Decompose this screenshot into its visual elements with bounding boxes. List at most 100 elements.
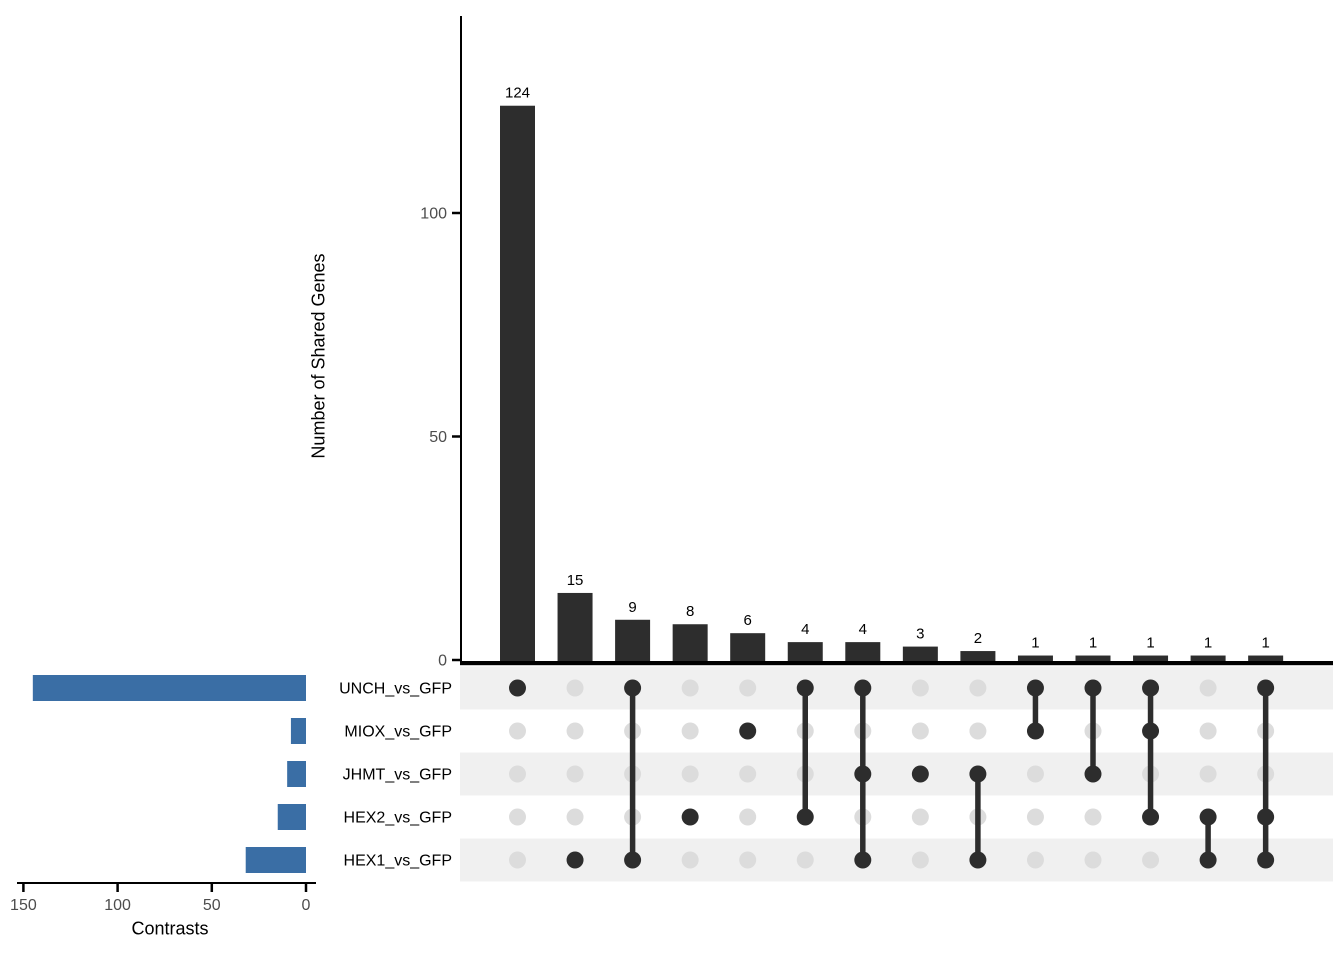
matrix-dot-filled	[796, 808, 814, 826]
matrix-stripe	[460, 666, 1333, 710]
matrix-dot-empty	[1084, 851, 1102, 869]
matrix-dot-filled	[1084, 679, 1102, 697]
matrix-dot-filled	[566, 851, 584, 869]
matrix-dot-empty	[681, 722, 699, 740]
matrix-dot-empty	[796, 851, 814, 869]
matrix-dot-empty	[739, 765, 757, 783]
matrix-dot-filled	[1257, 808, 1275, 826]
left-x-axis-tick-label: 100	[104, 897, 131, 914]
left-x-axis-tick-label: 150	[10, 897, 37, 914]
matrix-dot-filled	[796, 679, 814, 697]
matrix-dot-filled	[969, 765, 987, 783]
top-y-axis-tick-label: 100	[420, 206, 447, 223]
top-axis-title: Number of Shared Genes	[308, 253, 329, 459]
matrix-dot-empty	[509, 722, 526, 740]
top-y-axis-tick-label: 50	[429, 429, 447, 446]
set-size-bar	[290, 718, 306, 744]
matrix-dot-empty	[681, 765, 699, 783]
intersection-value-label: 4	[859, 621, 867, 638]
matrix-dot-empty	[739, 679, 757, 697]
intersection-bar	[1248, 655, 1284, 661]
set-label: JHMT_vs_GFP	[343, 767, 452, 784]
intersection-value-label: 1	[1031, 635, 1039, 652]
matrix-dot-filled	[1026, 679, 1044, 697]
matrix-dot-filled	[854, 679, 872, 697]
matrix-dot-filled	[1199, 808, 1217, 826]
set-label: UNCH_vs_GFP	[339, 681, 452, 698]
matrix-dot-filled	[1257, 679, 1275, 697]
intersection-value-label: 6	[744, 612, 752, 629]
matrix-dot-empty	[1199, 679, 1217, 697]
intersection-value-label: 8	[686, 603, 694, 620]
matrix-dot-empty	[739, 808, 757, 826]
matrix-dot-empty	[1026, 765, 1044, 783]
intersection-bar	[1017, 655, 1053, 661]
set-label: HEX2_vs_GFP	[344, 810, 452, 827]
intersection-bar	[787, 642, 823, 661]
intersection-bar	[960, 651, 996, 661]
matrix-dot-empty	[911, 722, 929, 740]
intersection-value-label: 3	[916, 626, 924, 643]
left-axis-title: Contrasts	[131, 918, 209, 939]
matrix-dot-empty	[566, 722, 584, 740]
matrix-dot-empty	[911, 679, 929, 697]
matrix-dot-empty	[1026, 851, 1044, 869]
matrix-dot-empty	[1199, 722, 1217, 740]
matrix-dot-empty	[911, 851, 929, 869]
intersection-value-label: 1	[1204, 635, 1212, 652]
left-x-axis-tick-label: 0	[302, 897, 311, 914]
set-label: MIOX_vs_GFP	[344, 724, 452, 741]
matrix-dot-filled	[739, 722, 757, 740]
matrix-dot-filled	[624, 851, 642, 869]
matrix-dot-empty	[566, 808, 584, 826]
intersection-value-label: 4	[801, 621, 809, 638]
matrix-dot-empty	[509, 851, 526, 869]
intersection-value-label: 15	[567, 572, 584, 589]
matrix-dot-empty	[1026, 808, 1044, 826]
matrix-dot-filled	[1199, 851, 1217, 869]
matrix-baseline	[460, 661, 1333, 666]
left-x-axis-tick-label: 50	[203, 897, 221, 914]
matrix-dot-filled	[1142, 722, 1160, 740]
matrix-dot-filled	[854, 851, 872, 869]
intersection-bar	[615, 619, 651, 661]
matrix-dot-filled	[624, 679, 642, 697]
intersection-value-label: 2	[974, 630, 982, 647]
matrix-dot-empty	[969, 679, 987, 697]
intersection-value-label: 1	[1089, 635, 1097, 652]
matrix-dot-empty	[739, 851, 757, 869]
matrix-dot-empty	[911, 808, 929, 826]
matrix-dot-filled	[911, 765, 929, 783]
intersection-bar	[1190, 655, 1226, 661]
matrix-dot-empty	[509, 808, 526, 826]
intersection-value-label: 124	[505, 85, 530, 102]
intersection-value-label: 1	[1146, 635, 1154, 652]
intersection-bar	[1133, 655, 1169, 661]
intersection-bar	[730, 633, 766, 661]
matrix-dot-filled	[681, 808, 699, 826]
intersection-value-label: 1	[1261, 635, 1269, 652]
matrix-dot-filled	[509, 679, 526, 697]
intersection-bar	[500, 105, 535, 662]
matrix-stripe	[460, 752, 1333, 796]
matrix-dot-filled	[1257, 851, 1275, 869]
matrix-dot-empty	[1142, 851, 1160, 869]
matrix-dot-empty	[1199, 765, 1217, 783]
matrix-dot-filled	[1026, 722, 1044, 740]
intersection-bar	[902, 646, 938, 661]
set-size-bar	[287, 761, 306, 787]
matrix-dot-empty	[509, 765, 526, 783]
intersection-bar	[672, 624, 708, 661]
matrix-dot-empty	[681, 679, 699, 697]
matrix-dot-filled	[1142, 808, 1160, 826]
set-size-bar	[32, 675, 306, 701]
matrix-dot-empty	[566, 679, 584, 697]
matrix-stripe	[460, 838, 1333, 882]
intersection-bar	[845, 642, 881, 661]
set-label: HEX1_vs_GFP	[344, 853, 452, 870]
matrix-dot-filled	[1142, 679, 1160, 697]
matrix-dot-empty	[1084, 808, 1102, 826]
matrix-dot-empty	[969, 722, 987, 740]
